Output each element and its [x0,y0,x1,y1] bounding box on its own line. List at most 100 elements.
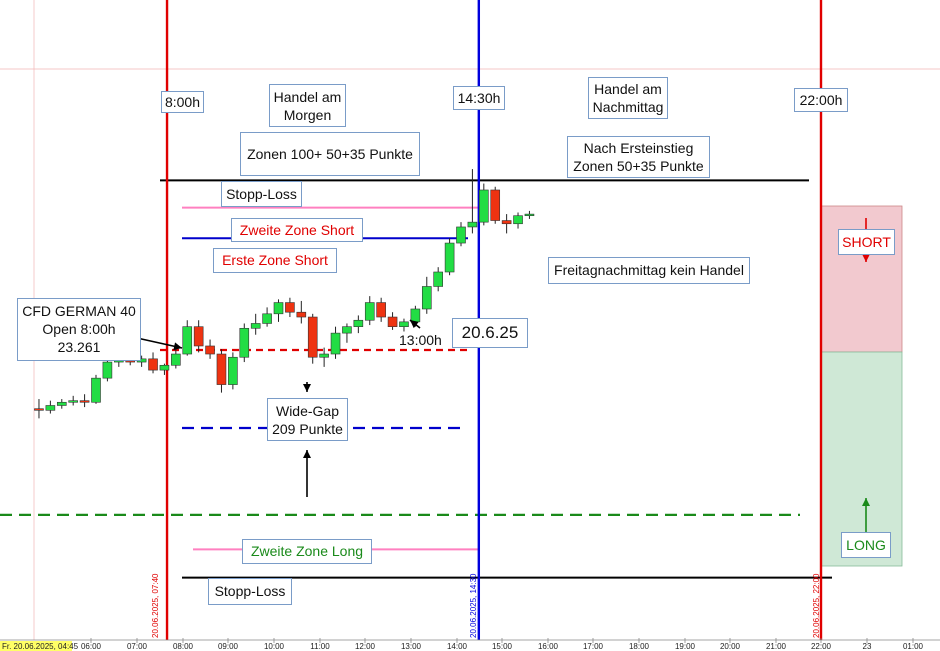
candle-body-27 [342,326,352,334]
axis-tick-label-8: 14:00 [447,642,468,651]
axis-tick-label-3: 09:00 [218,642,239,651]
candle-body-12 [171,353,181,366]
candle-body-13 [182,326,193,355]
time-1300-label: 13:00h [399,332,442,348]
candle-body-42 [513,215,523,225]
wide-gap-box: Wide-Gap 209 Punkte [267,398,348,441]
gap-top-arrow-head [303,384,311,392]
candle-body-16 [216,353,227,385]
handel-morgen-line1: Handel am [273,89,342,105]
cfd-info-box: CFD GERMAN 40 Open 8:00h 23.261 [17,298,141,361]
long-arrow-head [862,498,870,506]
axis-tick-label-14: 20:00 [720,642,741,651]
candle-body-1 [45,405,56,411]
nach-ersteinstieg-line1: Nach Ersteinstieg [583,140,694,156]
candle-body-43 [524,213,535,217]
vline-label-0740: 20.06.2025, 07:40 [151,573,160,638]
axis-start-label-bg [0,641,72,651]
long-label-box: LONG [841,532,891,558]
vline-label-1430: 20.06.2025, 14:30 [469,573,478,638]
handel-morgen-line2: Morgen [283,107,332,123]
axis-tick-label-12: 18:00 [629,642,650,651]
time-box-1430: 14:30h [453,86,505,110]
candle-body-39 [479,189,489,223]
wide-gap-line2: 209 Punkte [272,421,343,437]
short-arrow-head [862,254,870,262]
candle-body-22 [285,302,295,313]
candle-body-34 [421,286,432,310]
candle-body-29 [364,302,375,321]
candle-body-2 [56,401,67,406]
candle-body-4 [79,400,90,403]
candle-body-0 [34,408,44,411]
candle-body-32 [399,321,409,327]
candle-body-15 [205,345,215,355]
candle-body-11 [159,364,170,371]
axis-tick-label-15: 21:00 [766,642,787,651]
cfd-line3: 23.261 [57,339,101,355]
wide-gap-line1: Wide-Gap [275,403,340,419]
candle-body-6 [102,361,113,379]
candle-body-19 [250,323,261,329]
gap-bottom-arrow-head [303,450,311,458]
axis-tick-label-7: 13:00 [401,642,422,651]
candle-body-33 [410,308,421,323]
candle-body-17 [228,356,238,385]
handel-nachmittag-line1: Handel am [594,81,662,97]
axis-tick-label-4: 10:00 [264,642,285,651]
handel-nachmittag-box: Handel am Nachmittag [588,77,668,119]
candle-body-40 [490,189,501,221]
freitag-box: Freitagnachmittag kein Handel [548,257,750,284]
zweite-zone-short-box: Zweite Zone Short [231,218,363,242]
axis-tick-label-11: 17:00 [583,642,604,651]
erste-zone-short-box: Erste Zone Short [213,248,337,273]
axis-tick-label-0: 06:00 [81,642,102,651]
date-box: 20.6.25 [452,318,528,348]
stopp-loss-bottom-box: Stopp-Loss [208,578,292,605]
vline-label-2200: 20.06.2025, 22:00 [812,573,821,638]
axis-tick-label-13: 19:00 [675,642,696,651]
time-box-2200: 22:00h [794,88,848,112]
axis-tick-label-18: 01:00 [903,642,924,651]
trade-zones [820,205,903,567]
candle-body-3 [68,400,78,403]
axis-tick-label-2: 08:00 [173,642,194,651]
candle-body-20 [262,313,272,324]
nach-ersteinstieg-box: Nach Ersteinstieg Zonen 50+35 Punkte [567,136,710,178]
candle-body-14 [193,326,204,347]
candle-body-31 [387,316,398,327]
zonen-morgen-box: Zonen 100+ 50+35 Punkte [240,132,420,176]
candle-body-30 [376,302,386,318]
axis-tick-label-9: 15:00 [492,642,513,651]
price-levels [0,179,832,579]
axis-start-label: Fr. 20.06.2025, 04:45 [2,642,79,651]
axis-tick-label-5: 11:00 [310,642,330,651]
candle-body-5 [91,377,101,403]
candle-body-36 [444,242,455,273]
axis-tick-label-16: 22:00 [811,642,832,651]
time-axis: 06:00 07:00 08:00 09:00 10:00 11:00 12:00 13:00… [0,638,940,651]
handel-morgen-box: Handel am Morgen [269,84,346,127]
axis-tick-label-1: 07:00 [127,642,148,651]
candle-body-35 [433,271,443,287]
axis-tick-label-17: 23 [863,642,872,651]
candle-body-24 [307,316,318,358]
time-1300-arrow-head [410,320,419,329]
time-box-0800: 8:00h [161,91,204,113]
candle-body-38 [467,221,478,228]
zweite-zone-long-box: Zweite Zone Long [242,539,372,564]
candle-body-25 [319,353,329,358]
candle-body-28 [353,319,364,327]
axis-tick-label-10: 16:00 [538,642,559,651]
candles [34,169,535,419]
long-zone [820,351,903,567]
candle-body-10 [148,358,158,371]
short-zone [820,205,903,353]
cfd-line2: Open 8:00h [42,321,116,337]
cfd-arrow-head [173,342,182,351]
handel-nachmittag-line2: Nachmittag [592,99,664,115]
short-label-box: SHORT [838,229,895,255]
candle-body-37 [456,226,466,244]
